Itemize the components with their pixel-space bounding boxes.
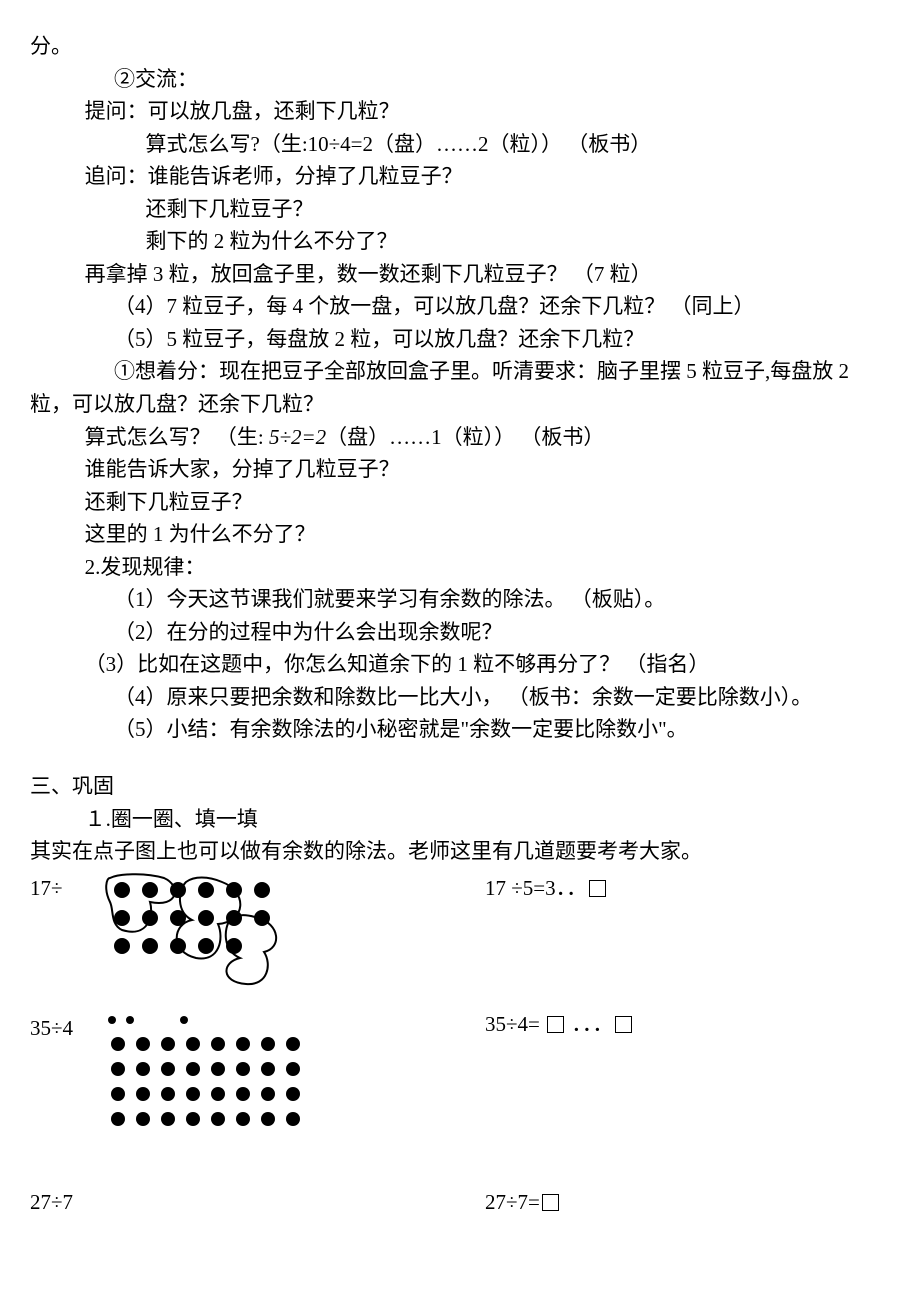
text-line: １.圈一圈、填一填 — [30, 803, 890, 836]
text-line: 分。 — [30, 30, 890, 63]
equation-text: ．．． — [566, 1012, 613, 1036]
text-line: （4）原来只要把余数和除数比一比大小， （板书：余数一定要比除数小）。 — [30, 681, 890, 714]
text-line: （3）比如在这题中，你怎么知道余下的 1 粒不够再分了？ （指名） — [30, 648, 890, 681]
text-line: 还剩下几粒豆子？ — [30, 193, 890, 226]
text-line: 其实在点子图上也可以做有余数的除法。老师这里有几道题要考考大家。 — [30, 835, 890, 868]
dots-diagram-17 — [100, 872, 300, 992]
equation-text: 35÷4= — [485, 1012, 545, 1036]
text-line: ①想着分：现在把豆子全部放回盒子里。听清要求：脑子里摆 5 粒豆子,每盘放 2 … — [30, 355, 890, 420]
text-line: 2.发现规律： — [30, 551, 890, 584]
exercise-2: 35÷4 35÷4= ．．． — [30, 1008, 890, 1158]
text-line: 再拿掉 3 粒，放回盒子里，数一数还剩下几粒豆子？ （7 粒） — [30, 258, 890, 291]
text-line: （5）5 粒豆子，每盘放 2 粒，可以放几盘？还余下几粒？ — [30, 323, 890, 356]
text-line: （4）7 粒豆子，每 4 个放一盘，可以放几盘？还余下几粒？ （同上） — [30, 290, 890, 323]
text-line: ②交流： — [30, 63, 890, 96]
answer-box[interactable] — [542, 1194, 559, 1211]
exercise-1: 17÷ 17 ÷5=3．． — [30, 872, 890, 992]
text-line: 还剩下几粒豆子？ — [30, 486, 890, 519]
exercise-label: 17÷ — [30, 872, 100, 905]
exercise-equation: 27÷7= — [475, 1186, 890, 1219]
text-line: （2）在分的过程中为什么会出现余数呢？ — [30, 616, 890, 649]
text-line: （1）今天这节课我们就要来学习有余数的除法。 （板贴）。 — [30, 583, 890, 616]
equation-text: 27÷7= — [485, 1190, 540, 1214]
text-line: 算式怎么写？ （生: 5÷2=2（盘）……1（粒）） （板书） — [30, 421, 890, 454]
text-frag: （盘）……1（粒）） （板书） — [326, 425, 604, 449]
answer-box[interactable] — [615, 1016, 632, 1033]
text-frag-italic: 5÷2=2 — [269, 425, 326, 449]
answer-box[interactable] — [547, 1016, 564, 1033]
dots-diagram-35 — [100, 1008, 330, 1158]
answer-box[interactable] — [589, 880, 606, 897]
exercise-label: 27÷7 — [30, 1186, 100, 1219]
text-line: （5）小结：有余数除法的小秘密就是"余数一定要比除数小"。 — [30, 713, 890, 746]
equation-text: 17 ÷5=3．． — [485, 876, 587, 900]
exercise-label: 35÷4 — [30, 1008, 100, 1045]
section-heading: 三、巩固 — [30, 770, 890, 803]
text-line: 谁能告诉大家，分掉了几粒豆子？ — [30, 453, 890, 486]
text-line: 剩下的 2 粒为什么不分了？ — [30, 225, 890, 258]
text-line: 这里的 1 为什么不分了？ — [30, 518, 890, 551]
exercise-equation: 17 ÷5=3．． — [475, 872, 890, 905]
text-line: 算式怎么写?（生:10÷4=2（盘）……2（粒）） （板书） — [30, 128, 890, 161]
exercise-3: 27÷7 27÷7= — [30, 1186, 890, 1219]
text-line: 追问：谁能告诉老师，分掉了几粒豆子？ — [30, 160, 890, 193]
text-frag: 算式怎么写？ （生: — [85, 425, 269, 449]
text-line: 提问：可以放几盘，还剩下几粒？ — [30, 95, 890, 128]
exercise-equation: 35÷4= ．．． — [475, 1008, 890, 1041]
